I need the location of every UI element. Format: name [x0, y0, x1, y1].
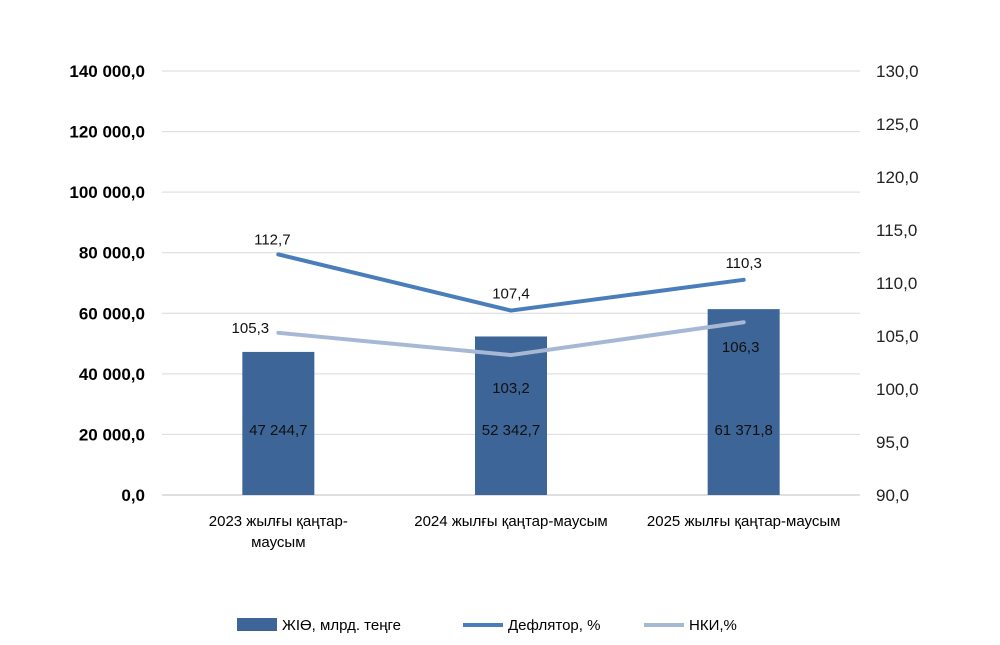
- bar-data-label: 61 371,8: [714, 422, 772, 439]
- bar: [475, 336, 547, 495]
- y-left-tick-label: 60 000,0: [79, 304, 145, 323]
- bar: [242, 351, 315, 495]
- y-left-tick-label: 140 000,0: [69, 62, 145, 81]
- line-data-label: 106,3: [722, 339, 760, 356]
- legend-swatch-bar: [237, 618, 277, 631]
- series-line-deflator: [276, 252, 746, 313]
- line-data-label: 112,7: [254, 231, 290, 248]
- line-data-label: 103,2: [492, 380, 530, 397]
- y-right-tick-label: 110,0: [876, 274, 917, 293]
- y-right-tick-label: 125,0: [876, 115, 919, 134]
- bar-data-label: 47 244,7: [249, 422, 307, 439]
- legend-label: Дефлятор, %: [508, 617, 600, 634]
- y-right-tick-label: 130,0: [876, 62, 919, 81]
- y-right-tick-label: 115,0: [876, 221, 917, 240]
- legend-label: ЖІӨ, млрд. теңге: [282, 617, 401, 634]
- y-right-tick-label: 100,0: [876, 380, 919, 399]
- line-data-label: 107,4: [492, 286, 530, 303]
- y-left-tick-label: 0,0: [121, 486, 145, 505]
- x-category-label: 2023 жылғы қаңтар-: [209, 513, 348, 530]
- y-left-tick-label: 40 000,0: [79, 365, 145, 384]
- y-left-tick-label: 80 000,0: [79, 244, 145, 263]
- y-right-tick-label: 90,0: [876, 486, 909, 505]
- x-category-label: 2024 жылғы қаңтар-маусым: [414, 513, 608, 530]
- x-category-label: 2025 жылғы қаңтар-маусым: [647, 513, 841, 530]
- y-left-tick-label: 100 000,0: [69, 183, 145, 202]
- series-line-cpi: [276, 320, 746, 358]
- y-right-tick-label: 105,0: [876, 327, 919, 346]
- line-data-label: 110,3: [725, 255, 761, 272]
- bar-data-label: 52 342,7: [482, 422, 540, 439]
- legend-label: НКИ,%: [689, 617, 737, 634]
- y-right-tick-label: 95,0: [876, 433, 909, 452]
- line-data-label: 105,3: [232, 320, 270, 337]
- y-right-tick-label: 120,0: [876, 168, 919, 187]
- bar: [707, 309, 780, 495]
- y-left-tick-label: 120 000,0: [69, 123, 145, 142]
- x-category-label: маусым: [251, 534, 305, 551]
- y-left-tick-label: 20 000,0: [79, 425, 145, 444]
